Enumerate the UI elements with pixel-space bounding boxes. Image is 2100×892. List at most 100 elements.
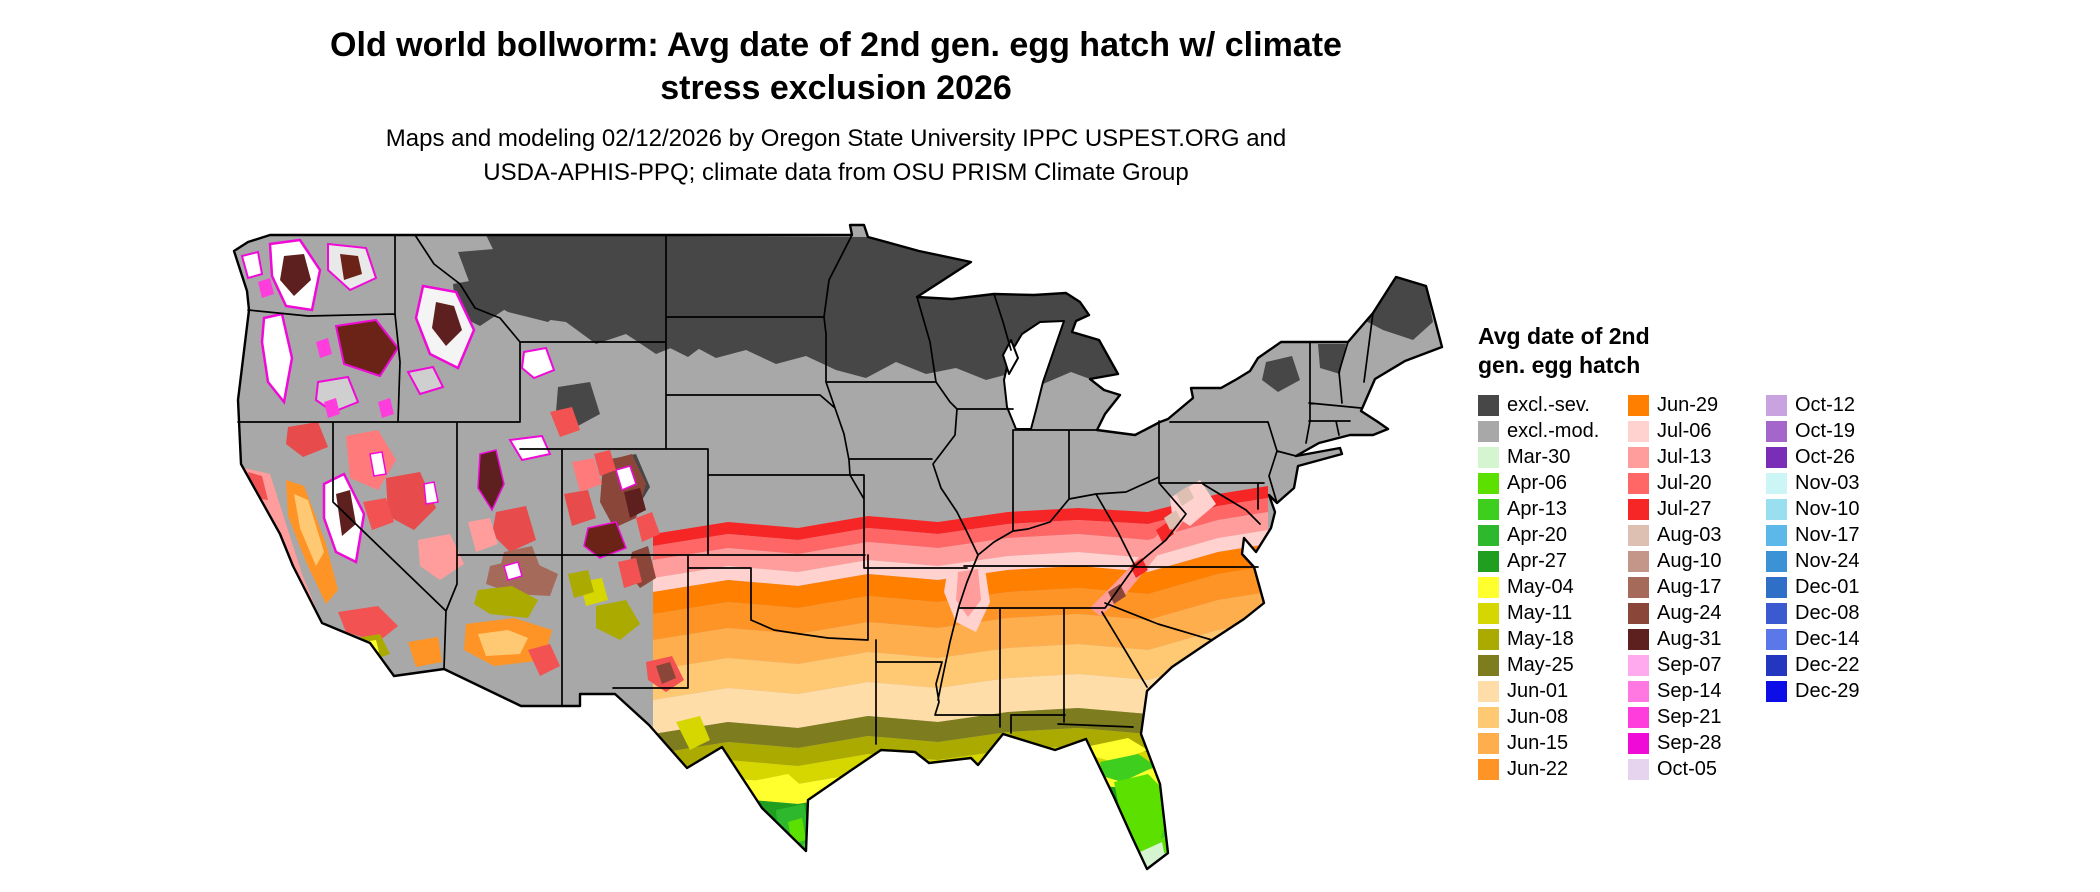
legend-swatch: [1766, 628, 1787, 650]
legend-entry-label: Apr-06: [1507, 471, 1568, 494]
legend-swatch: [1628, 550, 1649, 572]
legend-columns: excl.-sev. excl.-mod. Mar-30 Apr-06 Apr-13 Ap…: [1478, 392, 1859, 782]
legend-entry-label: May-04: [1507, 575, 1574, 598]
map-band-Jun-01: [653, 652, 1268, 734]
legend-swatch: [1478, 732, 1499, 754]
legend-swatch: [1478, 680, 1499, 702]
legend-swatch: [1766, 472, 1787, 494]
legend-swatch: [1766, 420, 1787, 442]
map-band-Jul-06: [653, 530, 1268, 592]
legend-entry-label: Aug-17: [1657, 575, 1722, 598]
legend-entry-label: Dec-22: [1795, 653, 1860, 676]
legend-swatch: [1766, 446, 1787, 468]
legend-entry: Dec-29: [1766, 678, 1859, 704]
legend-entry: Dec-01: [1766, 574, 1859, 600]
legend-entry-label: excl.-sev.: [1507, 393, 1590, 416]
legend-entry: Jul-20: [1628, 470, 1766, 496]
legend-entry: Nov-24: [1766, 548, 1859, 574]
legend-entry: Apr-06: [1478, 470, 1628, 496]
legend-entry-label: excl.-mod.: [1507, 419, 1600, 442]
legend-entry-label: Sep-14: [1657, 679, 1722, 702]
legend-entry-label: Apr-20: [1507, 523, 1568, 546]
legend-entry: Jul-06: [1628, 418, 1766, 444]
legend-swatch: [1628, 498, 1649, 520]
map-western-terrain: [240, 238, 710, 750]
legend-swatch: [1478, 654, 1499, 676]
legend-swatch: [1478, 420, 1499, 442]
legend-entry: Aug-10: [1628, 548, 1766, 574]
legend-entry-label: Jun-08: [1507, 705, 1569, 728]
legend-swatch: [1766, 524, 1787, 546]
legend-entry: Sep-07: [1628, 652, 1766, 678]
legend-entry: Nov-03: [1766, 470, 1859, 496]
legend-entry-label: Nov-03: [1795, 471, 1860, 494]
page-title: Old world bollworm: Avg date of 2nd gen.…: [0, 24, 1672, 110]
great-lakes: [1002, 320, 1065, 430]
map-south-florida-texas-accents: [748, 738, 1166, 869]
legend-entry-label: Sep-28: [1657, 731, 1722, 754]
legend-swatch: [1766, 394, 1787, 416]
legend-entry-label: Aug-03: [1657, 523, 1722, 546]
legend-swatch: [1478, 394, 1499, 416]
legend-entry-label: Oct-26: [1795, 445, 1856, 468]
legend-swatch: [1628, 472, 1649, 494]
legend-entry-label: Jun-22: [1507, 757, 1569, 780]
legend-entry: Apr-20: [1478, 522, 1628, 548]
legend-entry-label: Aug-31: [1657, 627, 1722, 650]
legend-entry-label: Jul-06: [1657, 419, 1712, 442]
map-mississippi-appalachian-accents: [944, 480, 1216, 632]
lake-michigan: [1003, 320, 1065, 430]
legend-column-1: excl.-sev. excl.-mod. Mar-30 Apr-06 Apr-13 Ap…: [1478, 392, 1628, 782]
legend-entry: Mar-30: [1478, 444, 1628, 470]
legend-entry-label: May-11: [1507, 601, 1573, 624]
legend-swatch: [1478, 628, 1499, 650]
legend-entry-label: Dec-01: [1795, 575, 1860, 598]
map-excluded-severe-regions: [453, 235, 1433, 520]
legend-swatch: [1628, 654, 1649, 676]
map-band-May-18: [653, 706, 1268, 772]
legend-entry: Apr-27: [1478, 548, 1628, 574]
legend-column-3: Oct-12 Oct-19 Oct-26 Nov-03 Nov-10 Nov-17 Nov-…: [1766, 392, 1859, 704]
legend-swatch: [1478, 602, 1499, 624]
legend-entry: Apr-13: [1478, 496, 1628, 522]
map-band-Apr-13: [653, 798, 1268, 862]
legend-entry: Dec-14: [1766, 626, 1859, 652]
legend-swatch: [1628, 680, 1649, 702]
legend-swatch: [1478, 472, 1499, 494]
map-band-May-11: [653, 724, 1268, 790]
legend-entry-label: May-25: [1507, 653, 1574, 676]
legend-entry-label: Aug-24: [1657, 601, 1722, 624]
legend-swatch: [1628, 394, 1649, 416]
legend-entry: Aug-31: [1628, 626, 1766, 652]
legend-entry: Sep-14: [1628, 678, 1766, 704]
legend-entry-label: Jul-27: [1657, 497, 1712, 520]
legend-swatch: [1628, 576, 1649, 598]
legend-entry: Jun-08: [1478, 704, 1628, 730]
legend-swatch: [1766, 576, 1787, 598]
us-outline: [232, 223, 1444, 871]
legend-entry: Jun-22: [1478, 756, 1628, 782]
legend-entry-label: Oct-12: [1795, 393, 1856, 416]
legend-swatch: [1628, 758, 1649, 780]
legend-entry: Jun-29: [1628, 392, 1766, 418]
legend-entry: excl.-mod.: [1478, 418, 1628, 444]
legend: Avg date of 2nd gen. egg hatch excl.-sev…: [1478, 322, 1859, 782]
legend-entry: Jul-13: [1628, 444, 1766, 470]
legend-entry-label: Apr-27: [1507, 549, 1568, 572]
legend-entry-label: Sep-21: [1657, 705, 1722, 728]
legend-entry-label: May-18: [1507, 627, 1574, 650]
legend-swatch: [1478, 706, 1499, 728]
legend-entry: Oct-12: [1766, 392, 1859, 418]
legend-entry-label: Dec-29: [1795, 679, 1860, 702]
legend-entry: Aug-17: [1628, 574, 1766, 600]
legend-swatch: [1478, 446, 1499, 468]
legend-swatch: [1628, 524, 1649, 546]
legend-title-line1: Avg date of 2nd: [1478, 323, 1650, 349]
map-band-Apr-06: [653, 814, 1268, 869]
legend-entry: May-25: [1478, 652, 1628, 678]
map-band-Jul-13: [653, 512, 1268, 578]
map-band-Jun-15: [653, 592, 1268, 670]
legend-swatch: [1628, 602, 1649, 624]
legend-entry: Oct-19: [1766, 418, 1859, 444]
